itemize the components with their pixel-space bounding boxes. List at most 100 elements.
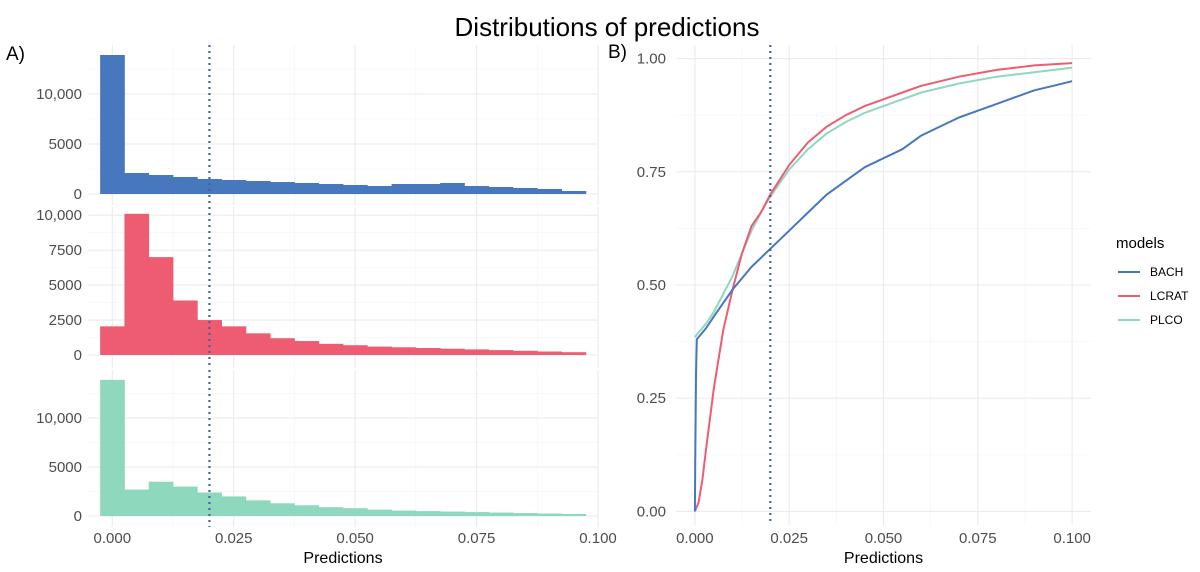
histogram-bar [464, 186, 490, 194]
x-tick-label: 0.100 [1053, 530, 1091, 547]
y-tick-label: 5000 [49, 277, 82, 294]
y-tick-label: 0.75 [637, 164, 666, 181]
histogram-bar [343, 345, 368, 355]
legend-label-plco: PLCO [1150, 313, 1183, 327]
histogram-bar [245, 181, 271, 194]
histogram-bar [440, 183, 465, 194]
histogram-bar [464, 349, 490, 355]
histogram-bar [148, 481, 174, 516]
histogram-bar [537, 189, 562, 194]
y-tick-label: 7500 [49, 242, 82, 259]
panel-b-ecdf: 0.000 0.025 0.050 0.075 0.100 0.00 0.25 0.50 0.7… [637, 45, 1091, 567]
histogram-bar [391, 510, 417, 516]
histogram-bar [367, 346, 392, 355]
histogram-bar [537, 351, 562, 355]
histogram-bar [148, 257, 174, 355]
histogram-bar [197, 179, 222, 194]
y-tick-label: 0.00 [637, 503, 666, 520]
histogram-bar [415, 511, 441, 516]
histogram-bar [464, 512, 490, 516]
histogram-bar [488, 512, 514, 516]
x-tick-label: 0.050 [336, 530, 374, 547]
histogram-lcrat: 0 2500 5000 7500 10,000 [36, 207, 599, 368]
histogram-bar [513, 513, 538, 516]
x-axis-label: Predictions [303, 550, 382, 567]
histogram-bar [415, 184, 441, 194]
x-tick-label: 0.100 [579, 530, 617, 547]
x-tick-label: 0.075 [959, 530, 997, 547]
histogram-bar [391, 184, 417, 194]
x-tick-label: 0.025 [770, 530, 808, 547]
x-tick-label: 0.025 [215, 530, 253, 547]
y-tick-label: 5000 [49, 136, 82, 153]
histogram-bar [124, 173, 150, 194]
ecdf-line-plco [694, 66, 1073, 338]
x-tick-label: 0.000 [94, 530, 132, 547]
y-tick-label: 0 [74, 186, 82, 203]
y-tick-label: 5000 [49, 459, 82, 476]
histogram-bar [294, 505, 320, 516]
y-tick-label: 0.25 [637, 390, 666, 407]
histogram-bar [367, 186, 392, 194]
histogram-bar [513, 350, 538, 355]
histogram-bar [221, 180, 247, 194]
histogram-bar [294, 341, 320, 355]
y-tick-label: 0 [74, 508, 82, 525]
y-tick-label: 10,000 [36, 410, 82, 427]
y-tick-label: 2500 [49, 312, 82, 329]
histogram-bar [343, 185, 368, 194]
legend: models BACH LCRAT PLCO [1116, 235, 1189, 327]
histogram-bar [513, 188, 538, 194]
histogram-bar [100, 55, 125, 194]
x-tick-label: 0.075 [458, 530, 496, 547]
histogram-bar [270, 503, 295, 516]
y-tick-label: 0.50 [637, 277, 666, 294]
legend-title: models [1116, 235, 1164, 252]
histogram-bar [561, 352, 587, 355]
panel-b-tag: B) [608, 42, 627, 63]
y-tick-label: 10,000 [36, 86, 82, 103]
histogram-bar [197, 492, 222, 516]
histogram-bar [561, 191, 587, 194]
histogram-bar [124, 489, 150, 516]
histogram-bar [124, 213, 150, 355]
histogram-bar [197, 320, 222, 355]
histogram-bar [488, 187, 514, 194]
ecdf-line-bach [693, 80, 1073, 512]
y-tick-label: 1.00 [637, 51, 666, 68]
histogram-bar [270, 182, 295, 194]
ecdf-line-lcrat [693, 62, 1073, 512]
histogram-bar [488, 350, 514, 355]
histogram-bar [415, 348, 441, 355]
x-tick-label: 0.000 [676, 530, 714, 547]
histogram-bar [221, 326, 247, 355]
histogram-bar [343, 508, 368, 516]
histogram-bar [100, 326, 125, 355]
x-tick-label: 0.050 [865, 530, 903, 547]
histogram-bach: 0 5000 10,000 [36, 45, 599, 205]
histogram-bar [391, 347, 417, 355]
histogram-bar [440, 511, 465, 516]
histogram-bar [245, 333, 271, 355]
panel-a-tag: A) [6, 44, 25, 65]
histogram-bar [100, 379, 125, 516]
histogram-bar [318, 184, 344, 194]
histogram-bar [173, 177, 198, 194]
histogram-bar [440, 348, 465, 355]
histogram-bar [270, 338, 295, 355]
histogram-bar [173, 486, 198, 516]
panel-a-histograms: 0 5000 10,000 0 2500 5000 7500 10,000 0 5000 10,00… [36, 45, 617, 567]
histogram-bar [221, 496, 247, 516]
histogram-bar [294, 183, 320, 194]
y-tick-label: 10,000 [36, 207, 82, 224]
x-axis-label: Predictions [844, 550, 923, 567]
histogram-bar [318, 507, 344, 516]
histogram-bar [537, 513, 562, 516]
histogram-plco: 0 5000 10,000 [36, 370, 599, 527]
legend-label-bach: BACH [1150, 265, 1183, 279]
legend-label-lcrat: LCRAT [1150, 289, 1189, 303]
histogram-bar [561, 514, 587, 516]
histogram-bar [173, 300, 198, 355]
y-tick-label: 0 [74, 347, 82, 364]
